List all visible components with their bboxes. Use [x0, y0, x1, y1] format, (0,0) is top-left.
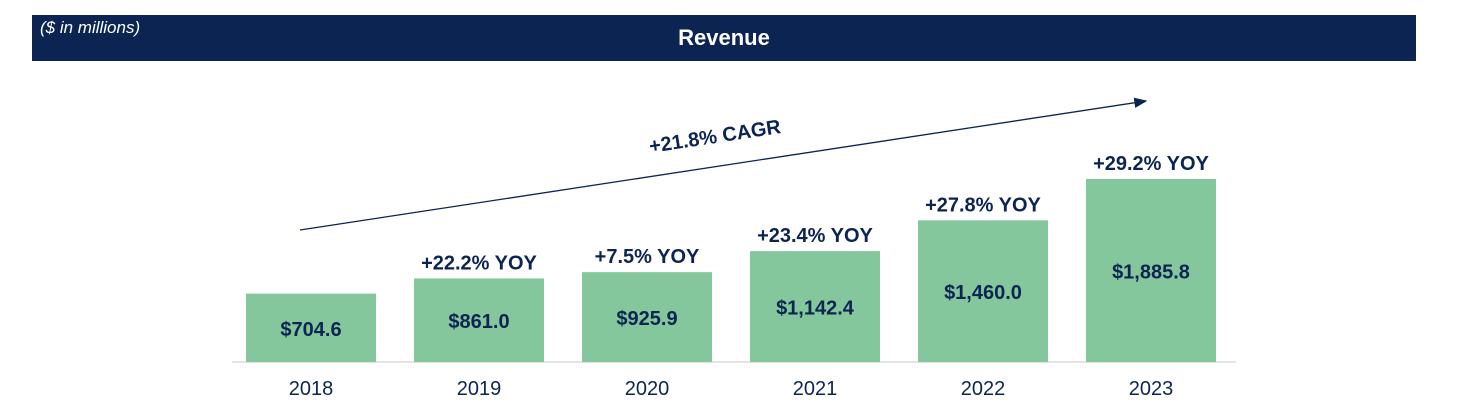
bar-2018 [246, 293, 376, 362]
value-label: $861.0 [448, 311, 509, 333]
x-tick-label: 2023 [1129, 378, 1174, 400]
bar-2021 [750, 251, 880, 362]
value-label: $704.6 [280, 319, 341, 341]
x-tick-label: 2021 [793, 378, 838, 400]
bar-2023 [1086, 179, 1216, 362]
value-label: $1,885.8 [1112, 262, 1190, 284]
bar-2022 [918, 220, 1048, 362]
cagr-label: +21.8% CAGR [648, 116, 783, 158]
chart-title: Revenue [678, 25, 770, 50]
units-label: ($ in millions) [40, 18, 141, 37]
yoy-label: +7.5% YOY [595, 246, 700, 268]
x-tick-label: 2020 [625, 378, 670, 400]
value-label: $1,460.0 [944, 282, 1022, 304]
bar-2019 [414, 278, 544, 362]
cagr-arrow [299, 97, 1148, 231]
x-tick-label: 2018 [289, 378, 334, 400]
x-tick-label: 2022 [961, 378, 1006, 400]
x-tick-label: 2019 [457, 378, 502, 400]
yoy-label: +23.4% YOY [757, 225, 873, 247]
header-bar: ($ in millions) Revenue [32, 15, 1416, 61]
yoy-label: +29.2% YOY [1093, 153, 1209, 175]
value-label: $1,142.4 [776, 298, 855, 320]
bar-2020 [582, 272, 712, 362]
yoy-label: +22.2% YOY [421, 252, 537, 274]
yoy-label: +27.8% YOY [925, 194, 1041, 216]
value-label: $925.9 [616, 308, 677, 330]
